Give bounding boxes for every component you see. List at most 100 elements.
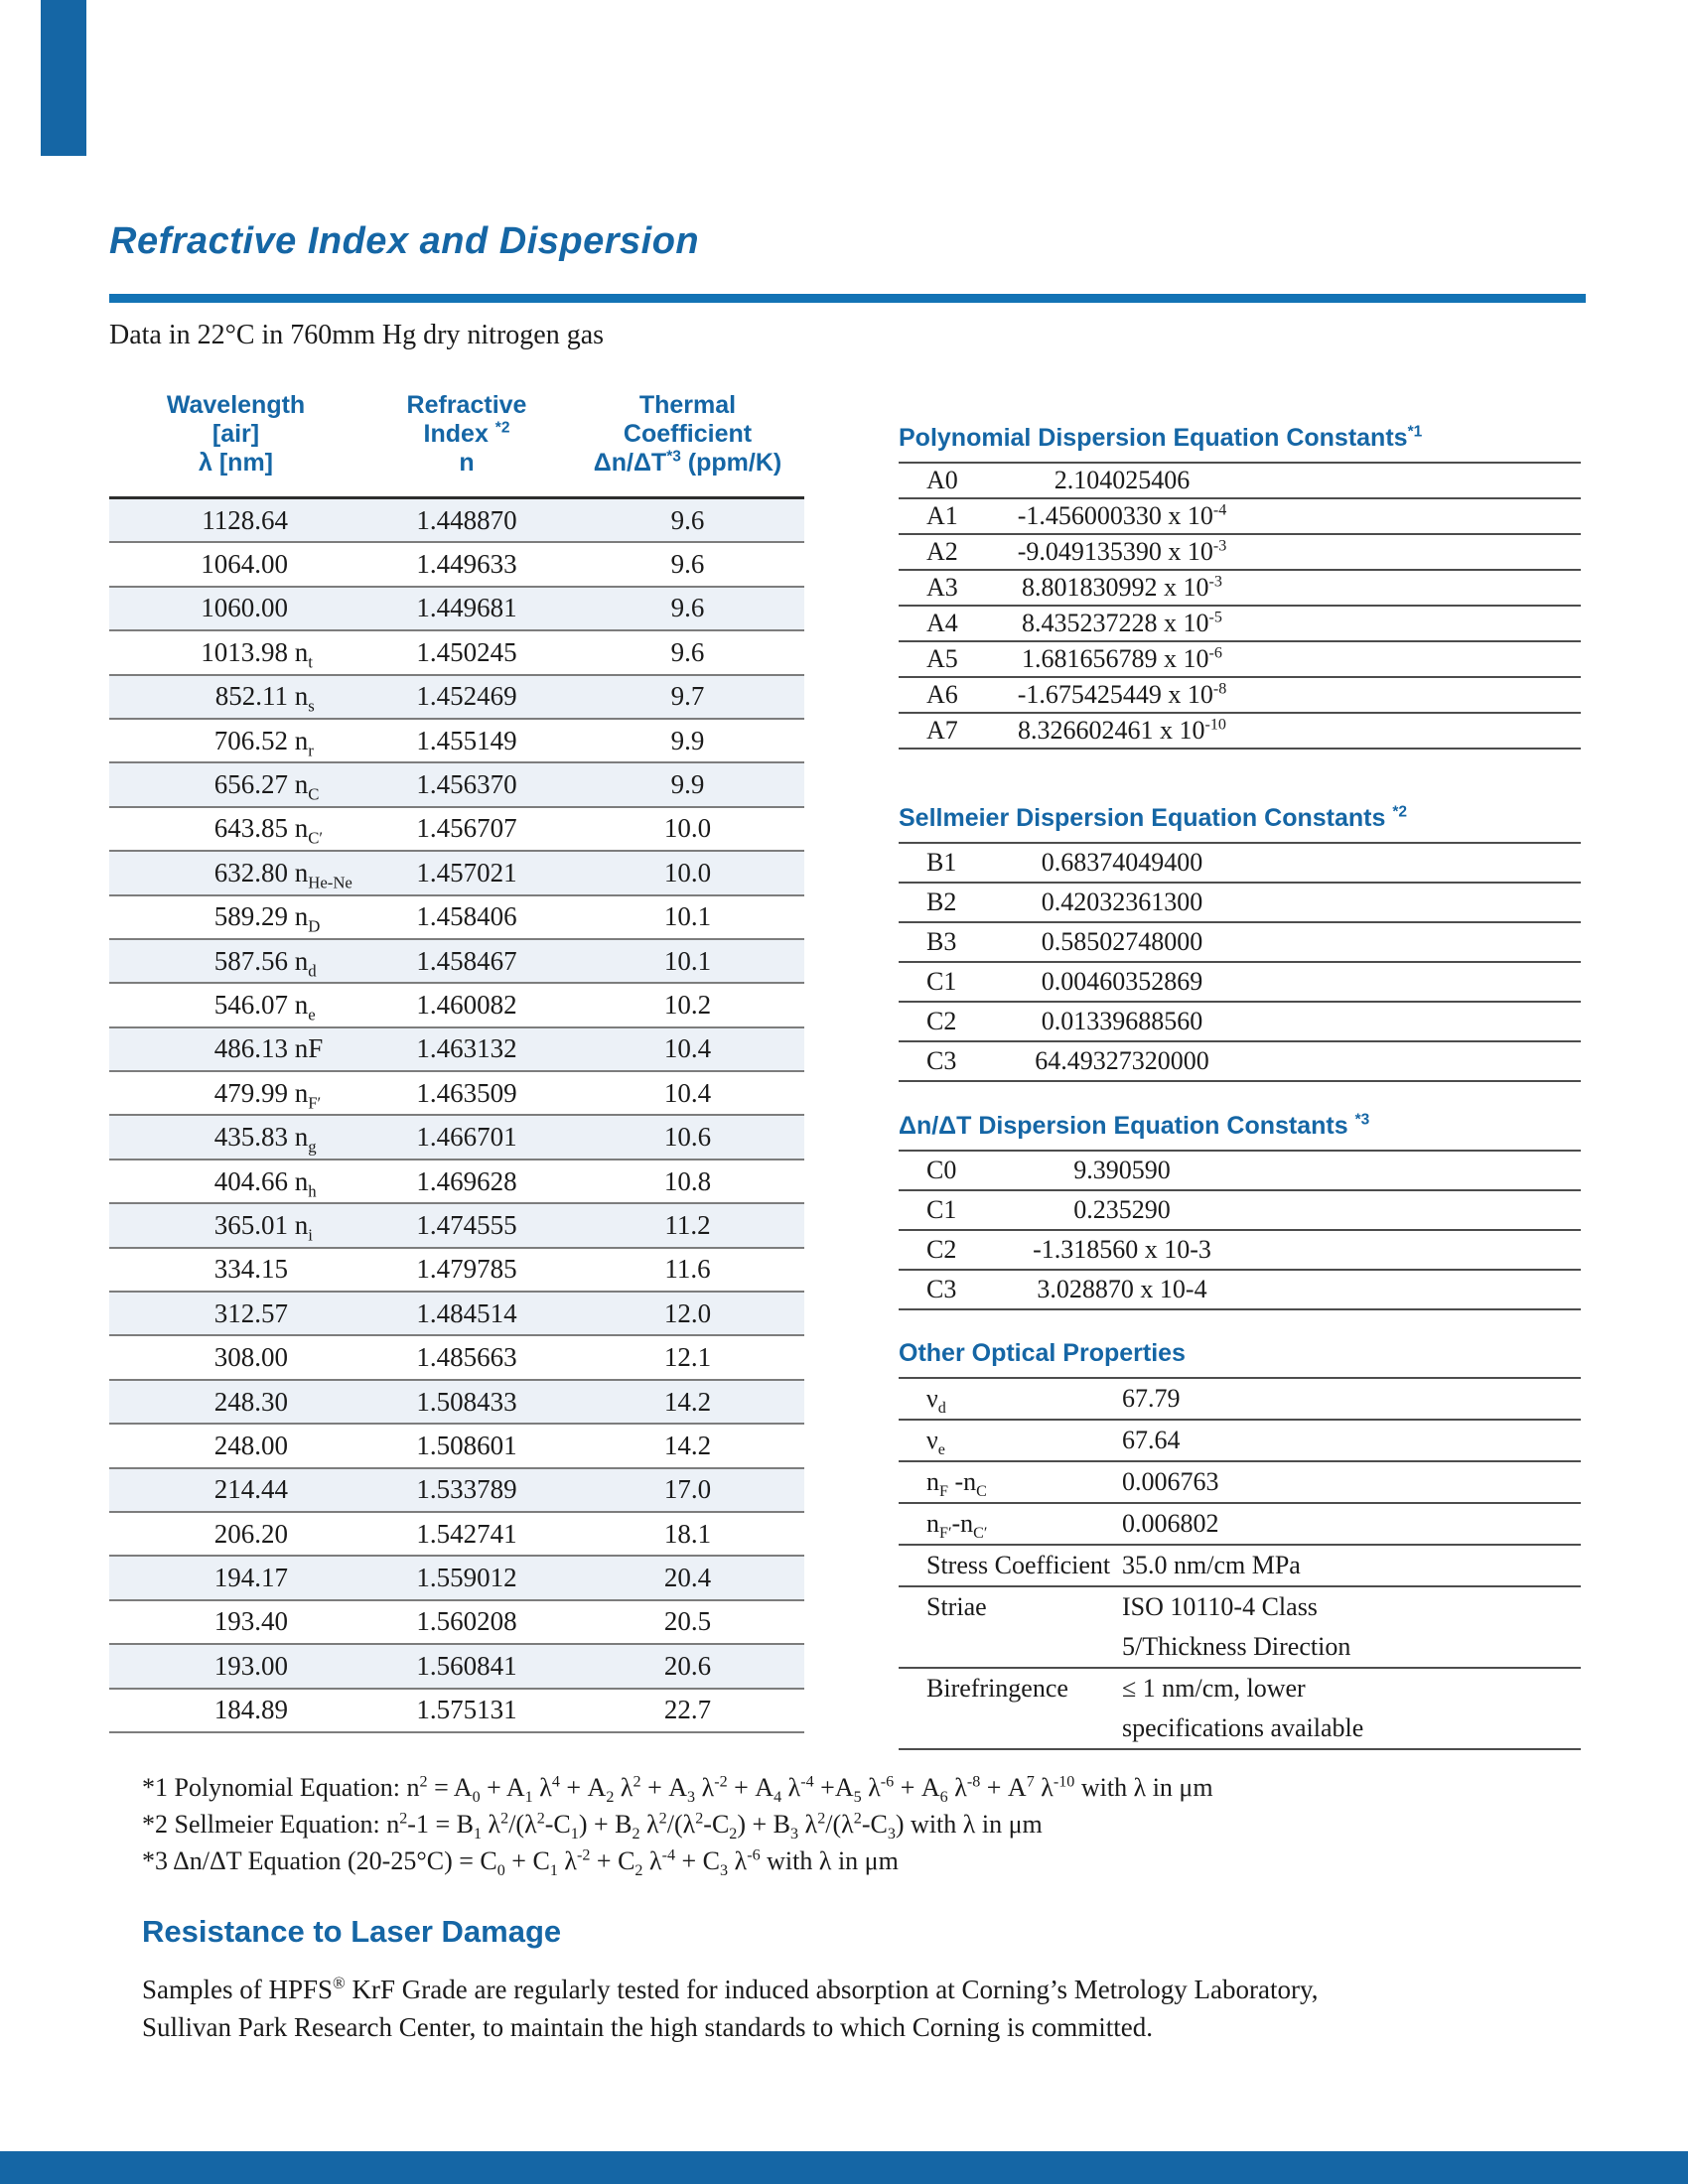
thermal-coefficient-cell: 22.7 xyxy=(663,1695,712,1725)
constant-row: C0 9.390590 xyxy=(899,1150,1581,1189)
thermal-coefficient-cell: 12.1 xyxy=(663,1342,712,1373)
wavelength-cell: 1060.00 xyxy=(201,593,288,623)
header-cell-thermal: Thermal Coefficient Δn/ΔT*3 (ppm/K) xyxy=(593,391,782,477)
wavelength-row: 587.56 nd 1.458467 10.1 xyxy=(109,939,804,985)
constant-row: B2 0.42032361300 xyxy=(899,882,1581,921)
section-title: Δn/ΔT Dispersion Equation Constants *3 xyxy=(899,1111,1370,1140)
refractive-index-cell: 1.560208 xyxy=(416,1606,517,1637)
wavelength-row: 1060.00 1.449681 9.6 xyxy=(109,587,804,632)
constant-row: C2 -1.318560 x 10-3 xyxy=(899,1229,1581,1269)
wavelength-row: 852.11 ns 1.452469 9.7 xyxy=(109,675,804,720)
refractive-index-cell: 1.463509 xyxy=(416,1077,517,1108)
thermal-coefficient-cell: 12.0 xyxy=(663,1297,712,1328)
constant-label: A1 xyxy=(926,501,958,530)
wavelength-cell: 1064.00 xyxy=(201,549,288,580)
thermal-coefficient-cell: 9.6 xyxy=(670,593,705,623)
constant-row: C2 0.01339688560 xyxy=(899,1001,1581,1040)
thermal-coefficient-cell: 9.9 xyxy=(670,769,705,800)
wavelength-cell: 479.99 nF′ xyxy=(213,1077,322,1113)
wavelength-row: 334.15 1.479785 11.6 xyxy=(109,1249,804,1294)
refractive-index-cell: 1.448870 xyxy=(416,504,517,535)
refractive-index-cell: 1.474555 xyxy=(416,1209,517,1240)
wavelength-cell: 404.66 nh xyxy=(213,1165,317,1200)
constant-label: B1 xyxy=(926,848,957,877)
wavelength-cell: 334.15 xyxy=(213,1254,288,1285)
thermal-coefficient-cell: 20.6 xyxy=(663,1650,712,1681)
refractive-index-cell: 1.484514 xyxy=(416,1297,517,1328)
refractive-index-cell: 1.508433 xyxy=(416,1386,517,1417)
constant-label: A4 xyxy=(926,609,958,637)
wavelength-row: 632.80 nHe-Ne 1.457021 10.0 xyxy=(109,852,804,896)
constant-row: A5 1.681656789 x 10-6 xyxy=(899,640,1581,676)
constant-label: A0 xyxy=(926,466,958,494)
constant-label: A6 xyxy=(926,680,958,709)
thermal-coefficient-cell: 17.0 xyxy=(663,1474,712,1505)
wavelength-cell: 643.85 nC′ xyxy=(213,813,324,848)
constant-label: A3 xyxy=(926,573,958,602)
wavelength-cell: 486.13 nF xyxy=(213,1033,324,1064)
wavelength-row: 206.20 1.542741 18.1 xyxy=(109,1513,804,1558)
wavelength-row: 308.00 1.485663 12.1 xyxy=(109,1336,804,1381)
refractive-index-cell: 1.508601 xyxy=(416,1430,517,1460)
constant-label: C3 xyxy=(926,1275,957,1303)
refractive-index-cell: 1.575131 xyxy=(416,1695,517,1725)
thermal-coefficient-cell: 10.6 xyxy=(663,1122,712,1153)
wavelength-cell: 546.07 ne xyxy=(213,989,316,1024)
page-title: Refractive Index and Dispersion xyxy=(109,220,700,262)
constant-row: A0 2.104025406 xyxy=(899,462,1581,497)
constant-value: 0.01339688560 xyxy=(1041,1007,1203,1035)
constant-value: 35.0 nm/cm MPa xyxy=(1122,1551,1301,1579)
thermal-coefficient-cell: 11.2 xyxy=(664,1209,711,1240)
constant-row: A2 -9.049135390 x 10-3 xyxy=(899,533,1581,569)
section-sellmeier: Sellmeier Dispersion Equation Constants … xyxy=(899,804,1581,1082)
wavelength-cell: 312.57 xyxy=(213,1297,288,1328)
footnote-line: *1 Polynomial Equation: n2 = A0 + A1 λ4 … xyxy=(142,1773,1213,1807)
optical-properties-table: νd 67.79 νe 67.64 nF -nC 0.006763 nF′-nC′ 0.006… xyxy=(899,1377,1581,1750)
constants-table: B1 0.68374049400 B2 0.42032361300 B3 0.585027… xyxy=(899,842,1581,1082)
wavelength-cell: 656.27 nC xyxy=(213,769,320,804)
laser-section-title: Resistance to Laser Damage xyxy=(142,1914,562,1949)
wavelength-row: 589.29 nD 1.458406 10.1 xyxy=(109,896,804,940)
constant-value: 0.006763 xyxy=(1122,1467,1219,1496)
constant-row: nF′-nC′ 0.006802 xyxy=(899,1502,1581,1544)
wavelength-row: 435.83 ng 1.466701 10.6 xyxy=(109,1116,804,1160)
constant-label: C0 xyxy=(926,1156,957,1184)
thermal-coefficient-cell: 10.8 xyxy=(663,1165,712,1196)
constant-row: C1 0.235290 xyxy=(899,1189,1581,1229)
constant-row: νd 67.79 xyxy=(899,1377,1581,1419)
constant-value: 0.42032361300 xyxy=(1041,887,1203,916)
wavelength-cell: 587.56 nd xyxy=(213,945,317,980)
wavelength-row: 1128.64 1.448870 9.6 xyxy=(109,499,804,544)
thermal-coefficient-cell: 11.6 xyxy=(664,1254,711,1285)
thermal-coefficient-cell: 10.0 xyxy=(663,857,712,887)
refractive-index-cell: 1.457021 xyxy=(416,857,517,887)
thermal-coefficient-cell: 10.4 xyxy=(663,1033,712,1064)
wavelength-cell: 193.40 xyxy=(213,1606,288,1637)
constant-row: B1 0.68374049400 xyxy=(899,842,1581,882)
refractive-index-cell: 1.469628 xyxy=(416,1165,517,1196)
constant-value: 0.006802 xyxy=(1122,1509,1219,1538)
section-title: Other Optical Properties xyxy=(899,1339,1186,1367)
constant-label: B3 xyxy=(926,927,957,956)
constant-value: -1.318560 x 10-3 xyxy=(1033,1235,1211,1264)
wavelength-row: 546.07 ne 1.460082 10.2 xyxy=(109,984,804,1028)
refractive-index-cell: 1.449633 xyxy=(416,549,517,580)
constant-label: C2 xyxy=(926,1235,957,1264)
footnote-line: *3 Δn/ΔT Equation (20-25°C) = C0 + C1 λ-… xyxy=(142,1846,899,1880)
refractive-index-cell: 1.542741 xyxy=(416,1518,517,1549)
constant-label: C1 xyxy=(926,967,957,996)
constant-label: A2 xyxy=(926,537,958,566)
wavelength-row: 479.99 nF′ 1.463509 10.4 xyxy=(109,1072,804,1117)
thermal-coefficient-cell: 10.1 xyxy=(663,945,712,976)
wavelength-cell: 184.89 xyxy=(213,1695,288,1725)
wavelength-cell: 1013.98 nt xyxy=(201,636,313,672)
section-dndt: Δn/ΔT Dispersion Equation Constants *3 C… xyxy=(899,1112,1581,1310)
constant-value: -1.675425449 x 10-8 xyxy=(1017,680,1227,709)
constant-row: C3 64.49327320000 xyxy=(899,1040,1581,1080)
wavelength-row: 656.27 nC 1.456370 9.9 xyxy=(109,763,804,808)
constant-row: Striae ISO 10110-4 Class 5/Thickness Direc… xyxy=(899,1585,1581,1667)
refractive-index-cell: 1.455149 xyxy=(416,725,517,755)
footnotes: *1 Polynomial Equation: n2 = A0 + A1 λ4 … xyxy=(142,1769,1213,1879)
section-optical: Other Optical Properties νd 67.79 νe 67.64 n… xyxy=(899,1339,1581,1750)
